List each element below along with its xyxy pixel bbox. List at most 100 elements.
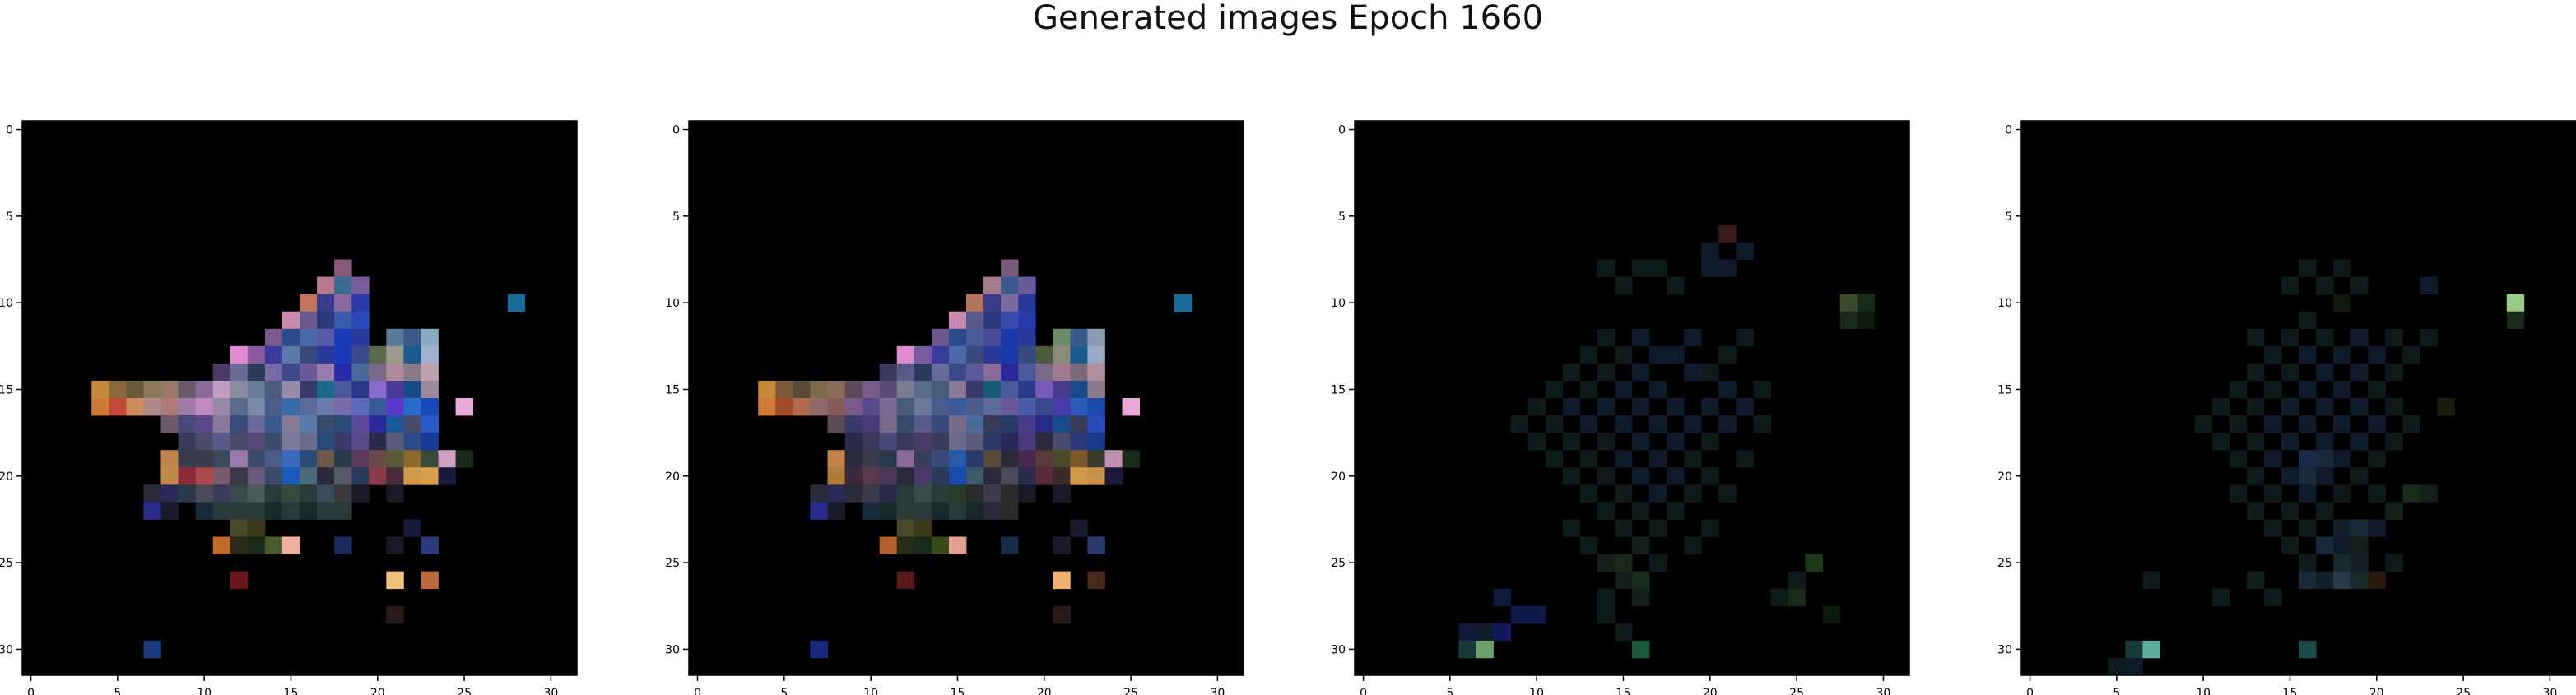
image-pixel: [369, 415, 386, 433]
image-pixel: [439, 450, 456, 467]
x-tick-label: 10: [197, 687, 212, 695]
x-tick-label: 5: [114, 687, 121, 695]
image-pixel: [966, 484, 983, 502]
image-pixel: [213, 484, 230, 502]
y-tick-label: 30: [1997, 643, 2012, 656]
image-pixel: [421, 572, 438, 589]
image-pixel: [2299, 572, 2316, 589]
image-pixel: [880, 537, 897, 554]
image-pixel: [1615, 450, 1632, 467]
image-pixel: [369, 381, 386, 398]
image-pixel: [1087, 572, 1104, 589]
image-pixel: [1087, 364, 1104, 381]
image-pixel: [1070, 346, 1087, 364]
image-pixel: [1070, 519, 1087, 536]
image-pixel: [932, 467, 949, 484]
image-pixel: [1701, 398, 1718, 415]
image-pixel: [2368, 415, 2385, 433]
image-pixel: [2316, 329, 2333, 346]
x-tick-label: 20: [370, 687, 385, 695]
image-pixel: [2350, 329, 2368, 346]
image-pixel: [1001, 346, 1018, 364]
image-pixel: [421, 467, 438, 484]
image-pixel: [369, 398, 386, 415]
image-pixel: [369, 364, 386, 381]
image-pixel: [1667, 502, 1684, 519]
image-pixel: [2368, 381, 2385, 398]
image-pixel: [1053, 364, 1070, 381]
image-pixel: [1788, 572, 1806, 589]
image-pixel: [1546, 381, 1563, 398]
image-pixel: [1123, 398, 1140, 415]
image-pixel: [1701, 519, 1718, 536]
image-pixel: [1563, 433, 1580, 450]
image-pixel: [775, 381, 793, 398]
x-tick-label: 25: [2456, 687, 2471, 695]
image-pixel: [2230, 415, 2247, 433]
image-pixel: [793, 398, 810, 415]
image-pixel: [161, 467, 179, 484]
image-pixel: [2316, 364, 2333, 381]
image-pixel: [334, 398, 351, 415]
image-pixel: [1718, 260, 1736, 277]
y-tick-label: 5: [2005, 211, 2012, 224]
image-pixel: [196, 450, 213, 467]
image-pixel: [456, 450, 473, 467]
image-pixel: [1563, 398, 1580, 415]
image-pixel: [983, 381, 1001, 398]
image-pixel: [914, 450, 932, 467]
image-pixel: [828, 502, 845, 519]
image-pixel: [966, 346, 983, 364]
image-pixel: [1018, 364, 1035, 381]
image-pixel: [2281, 537, 2299, 554]
image-pixel: [421, 450, 438, 467]
image-pixel: [213, 433, 230, 450]
image-pixel: [1494, 589, 1511, 606]
image-pixel: [282, 364, 300, 381]
image-pixel: [828, 398, 845, 415]
image-pixel: [1174, 294, 1192, 312]
image-pixel: [1753, 415, 1770, 433]
image-pixel: [439, 467, 456, 484]
image-pixel: [248, 398, 265, 415]
image-pixel: [2350, 467, 2368, 484]
image-pixel: [369, 467, 386, 484]
image-pixel: [386, 572, 403, 589]
image-pixel: [983, 450, 1001, 467]
image-pixel: [351, 450, 369, 467]
image-pixel: [351, 415, 369, 433]
image-pixel: [317, 484, 334, 502]
image-pixel: [880, 502, 897, 519]
image-pixel: [386, 467, 403, 484]
image-pixel: [2281, 467, 2299, 484]
image-pixel: [161, 450, 179, 467]
image-pixel: [914, 415, 932, 433]
image-pixel: [2299, 312, 2316, 329]
image-pixel: [949, 329, 966, 346]
image-pixel: [2264, 346, 2281, 364]
y-tick-label: 20: [0, 470, 13, 484]
x-tick-label: 0: [694, 687, 701, 695]
image-pixel: [317, 312, 334, 329]
image-pixel: [949, 415, 966, 433]
image-pixel: [230, 415, 248, 433]
image-pixel: [845, 450, 863, 467]
image-pixel: [1001, 260, 1018, 277]
image-pixel: [966, 450, 983, 467]
image-pixel: [265, 329, 282, 346]
image-pixel: [1632, 398, 1649, 415]
y-tick-label: 25: [0, 557, 13, 570]
image-pixel: [949, 467, 966, 484]
image-pixel: [1615, 277, 1632, 294]
image-pixel: [456, 398, 473, 415]
y-tick-label: 30: [1331, 643, 1346, 656]
image-pixel: [1001, 312, 1018, 329]
image-pixel: [966, 312, 983, 329]
image-pixel: [230, 433, 248, 450]
image-pixel: [2247, 329, 2264, 346]
image-pixel: [282, 346, 300, 364]
image-pixel: [2247, 467, 2264, 484]
image-pixel: [2316, 277, 2333, 294]
image-pixel: [2264, 519, 2281, 536]
image-pixel: [1070, 415, 1087, 433]
